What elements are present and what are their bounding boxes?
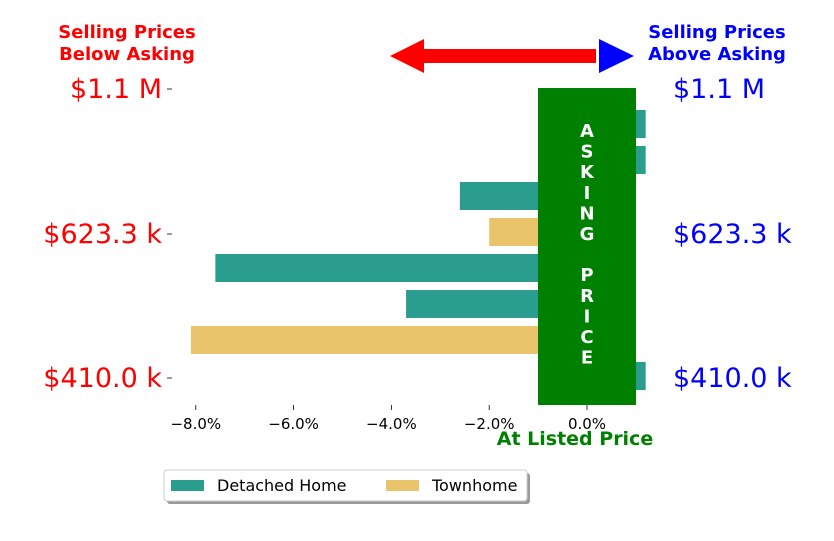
bar-townhome-6: [190, 326, 587, 354]
asking-letter: G: [580, 224, 595, 245]
legend: Detached Home Townhome: [163, 469, 530, 504]
asking-letter: K: [580, 162, 595, 183]
legend-label-detached: Detached Home: [217, 476, 347, 495]
legend-label-townhome: Townhome: [431, 476, 517, 495]
asking-letter: S: [581, 142, 594, 163]
header-right-line2: Above Asking: [648, 44, 786, 65]
x-tick-label: −8.0%: [170, 415, 221, 433]
right-price-label: $410.0 k: [673, 363, 792, 394]
right-price-label: $1.1 M: [673, 74, 765, 105]
right-arrow-icon: [599, 39, 634, 73]
asking-price-box: [538, 88, 636, 405]
legend-swatch-detached: [171, 480, 204, 491]
left-price-label: $1.1 M: [70, 74, 162, 105]
asking-letter: A: [580, 121, 594, 142]
x-tick-label: −4.0%: [366, 415, 417, 433]
asking-letter: R: [580, 286, 594, 307]
x-tick-label: −6.0%: [268, 415, 319, 433]
bar-detached-4: [215, 254, 588, 282]
right-price-labels: $1.1 M $623.3 k $410.0 k: [673, 74, 792, 394]
asking-letter: C: [580, 327, 593, 348]
asking-letter: E: [581, 348, 593, 369]
header-right-line1: Selling Prices: [648, 22, 785, 43]
left-arrow-icon: [390, 39, 596, 73]
asking-letter: I: [584, 183, 591, 204]
x-tick-label: −2.0%: [464, 415, 515, 433]
at-listed-price-label: At Listed Price: [497, 428, 653, 450]
left-price-label: $623.3 k: [43, 219, 162, 250]
asking-letter: I: [584, 306, 591, 327]
header-left-line1: Selling Prices: [58, 22, 195, 43]
right-price-label: $623.3 k: [673, 219, 792, 250]
legend-swatch-townhome: [386, 480, 419, 491]
header-left-line2: Below Asking: [59, 44, 195, 65]
x-axis-ticks: −8.0% −6.0% −4.0% −2.0% 0.0%: [170, 405, 606, 433]
left-price-label: $410.0 k: [43, 363, 162, 394]
asking-letter: P: [580, 265, 593, 286]
left-price-labels: $1.1 M $623.3 k $410.0 k: [43, 74, 172, 394]
x-tick-label: 0.0%: [568, 415, 606, 433]
asking-letter: N: [579, 203, 594, 224]
